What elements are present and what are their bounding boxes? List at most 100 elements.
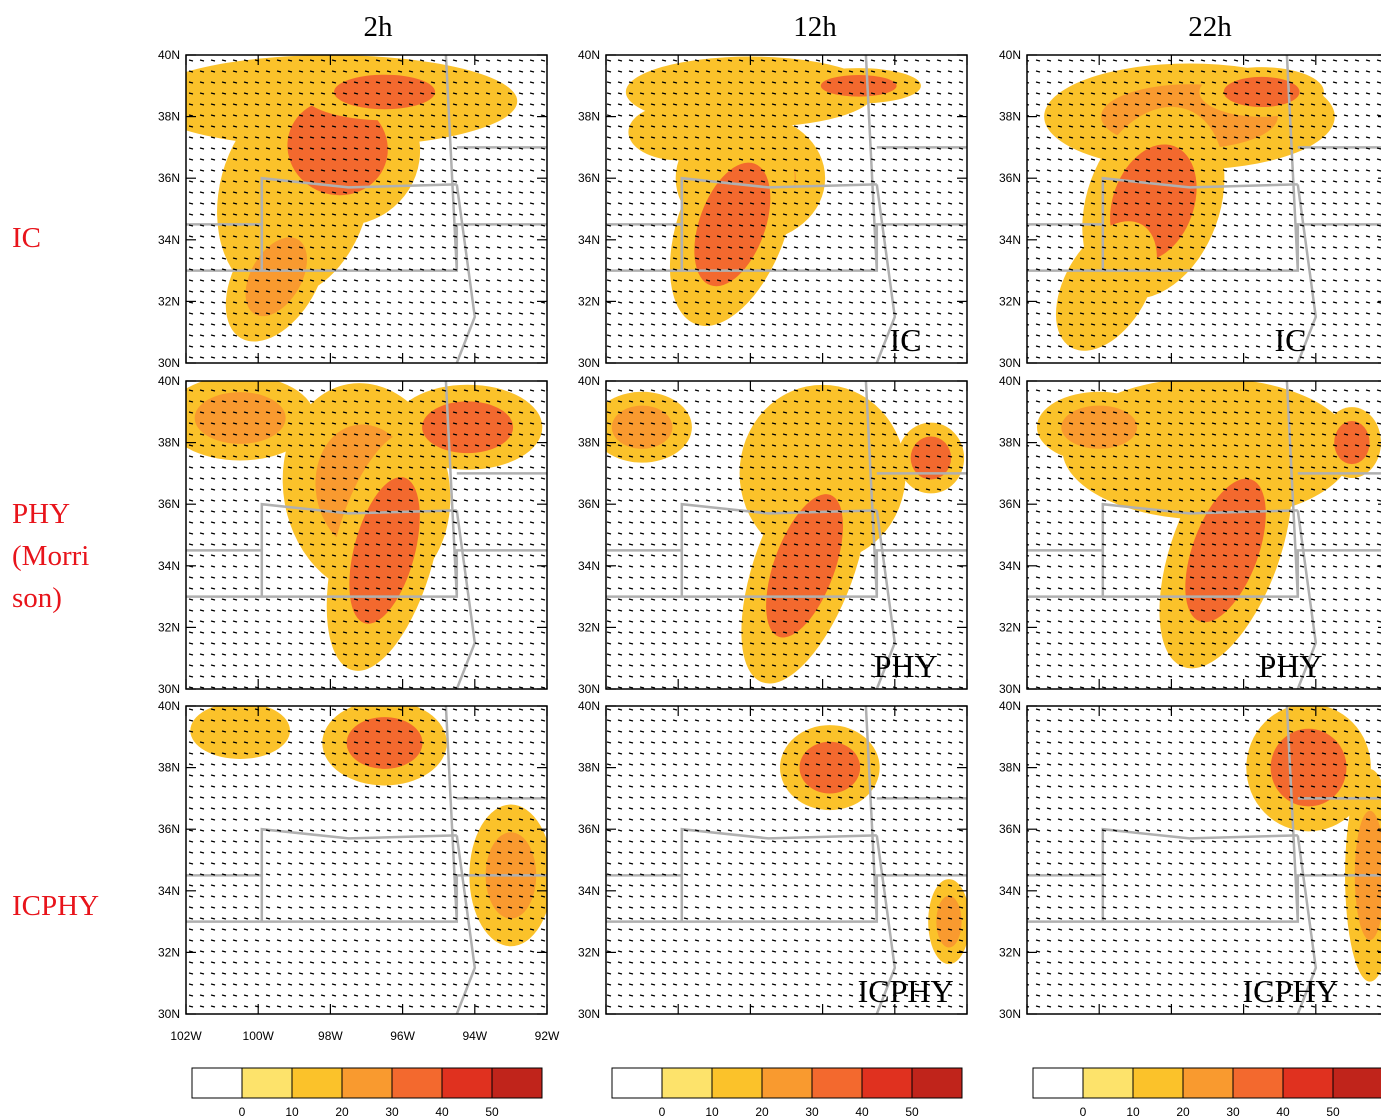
lat-tick-label: 30N [158, 1007, 180, 1021]
colorbar-box [191, 1067, 243, 1099]
lat-tick-label: 30N [158, 356, 180, 370]
lat-tick-label: 34N [999, 559, 1021, 573]
lat-tick-label: 30N [999, 356, 1021, 370]
lat-tick-label: 32N [999, 945, 1021, 959]
colorbar-box [241, 1067, 293, 1099]
colorbar-box [491, 1067, 543, 1099]
colorbar-box [441, 1067, 493, 1099]
lat-tick-label: 40N [999, 48, 1021, 62]
lat-tick-label: 36N [999, 822, 1021, 836]
lat-tick-label: 34N [578, 233, 600, 247]
colorbar-box [1182, 1067, 1234, 1099]
colorbar-box [711, 1067, 763, 1099]
colorbar: 0 10 20 30 40 50 [1032, 1067, 1381, 1118]
lat-tick-label: 34N [999, 884, 1021, 898]
lat-tick-label: 36N [578, 171, 600, 185]
lat-tick-label: 40N [578, 48, 600, 62]
lat-tick-label: 34N [999, 233, 1021, 247]
wind-vectors [606, 381, 967, 689]
map-panel: 30N 32N 34N 36N 38N 40N IC [999, 48, 1381, 370]
lat-tick-label: 34N [578, 559, 600, 573]
colorbar-box [911, 1067, 963, 1099]
lat-tick-label: 32N [578, 294, 600, 308]
map-panel: 30N 32N 34N 36N 38N 40N PHY [578, 374, 968, 696]
panel-frame [185, 380, 548, 690]
lon-tick-label: 100W [243, 1029, 275, 1043]
lat-tick-label: 36N [578, 497, 600, 511]
colorbar-label: 40 [435, 1105, 449, 1118]
column-title: 12h [793, 11, 837, 43]
colorbar-label: 20 [335, 1105, 349, 1118]
lon-tick-label: 102W [170, 1029, 202, 1043]
colorbar-box [861, 1067, 913, 1099]
colorbar-box [661, 1067, 713, 1099]
colorbar-box [341, 1067, 393, 1099]
lat-tick-label: 40N [999, 699, 1021, 713]
lat-tick-label: 38N [578, 110, 600, 124]
lat-tick-label: 32N [999, 620, 1021, 634]
lat-tick-label: 36N [158, 171, 180, 185]
lat-tick-label: 40N [999, 374, 1021, 388]
lat-tick-label: 40N [578, 374, 600, 388]
colorbar-label: 30 [1226, 1105, 1240, 1118]
lat-tick-label: 30N [578, 356, 600, 370]
panel-frame [1026, 705, 1381, 1015]
colorbar-label: 50 [485, 1105, 499, 1118]
colorbar-box [1082, 1067, 1134, 1099]
colorbar-label: 20 [755, 1105, 769, 1118]
colorbar: 0 10 20 30 40 50 [611, 1067, 963, 1118]
lat-tick-label: 32N [999, 294, 1021, 308]
wind-vectors [186, 706, 547, 1014]
wind-vectors [606, 706, 967, 1014]
map-panel: 30N 32N 34N 36N 38N 40N PHY [999, 374, 1381, 696]
lat-tick-label: 40N [158, 374, 180, 388]
lat-tick-label: 32N [578, 620, 600, 634]
lat-tick-label: 32N [578, 945, 600, 959]
lat-tick-label: 38N [999, 436, 1021, 450]
lat-tick-label: 38N [158, 110, 180, 124]
map-panel: 30N 32N 34N 36N 38N 40N [158, 48, 548, 370]
wind-vectors [1027, 55, 1381, 363]
colorbar-box [1232, 1067, 1284, 1099]
colorbar-box [1282, 1067, 1334, 1099]
lat-tick-label: 32N [158, 294, 180, 308]
colorbar-label: 40 [855, 1105, 869, 1118]
lat-tick-label: 34N [578, 884, 600, 898]
colorbar-box [391, 1067, 443, 1099]
colorbar-label: 50 [1326, 1105, 1340, 1118]
lat-tick-label: 34N [158, 884, 180, 898]
map-panel: 30N 32N 34N 36N 38N 40N IC [578, 48, 968, 370]
lat-tick-label: 36N [158, 497, 180, 511]
colorbar-label: 30 [385, 1105, 399, 1118]
lat-tick-label: 30N [999, 682, 1021, 696]
lat-tick-label: 36N [999, 497, 1021, 511]
colorbar-label: 10 [1126, 1105, 1140, 1118]
colorbar-box [811, 1067, 863, 1099]
colorbar: 0 10 20 30 40 50 [191, 1067, 543, 1118]
colorbar-label: 40 [1276, 1105, 1290, 1118]
panel-label: ICPHY [858, 973, 954, 1009]
panel-label: IC [1275, 322, 1307, 358]
panel-frame [605, 54, 968, 364]
colorbar-label: 0 [659, 1105, 666, 1118]
colorbar-label: 0 [1080, 1105, 1087, 1118]
panel-frame [605, 380, 968, 690]
lat-tick-label: 38N [999, 110, 1021, 124]
panel-label: PHY [1259, 648, 1323, 684]
colorbar-label: 20 [1176, 1105, 1190, 1118]
wind-vectors [1027, 706, 1381, 1014]
row-label: (Morri [12, 540, 89, 572]
wind-vectors [186, 55, 547, 363]
colorbar-box [611, 1067, 663, 1099]
lat-tick-label: 38N [578, 436, 600, 450]
lat-tick-label: 36N [578, 822, 600, 836]
wind-vectors [186, 381, 547, 689]
lat-tick-label: 32N [158, 620, 180, 634]
panel-label: IC [890, 322, 922, 358]
row-label: son) [12, 582, 62, 614]
colorbar-label: 50 [905, 1105, 919, 1118]
wind-vectors [606, 55, 967, 363]
lat-tick-label: 30N [158, 682, 180, 696]
lat-tick-label: 40N [158, 48, 180, 62]
